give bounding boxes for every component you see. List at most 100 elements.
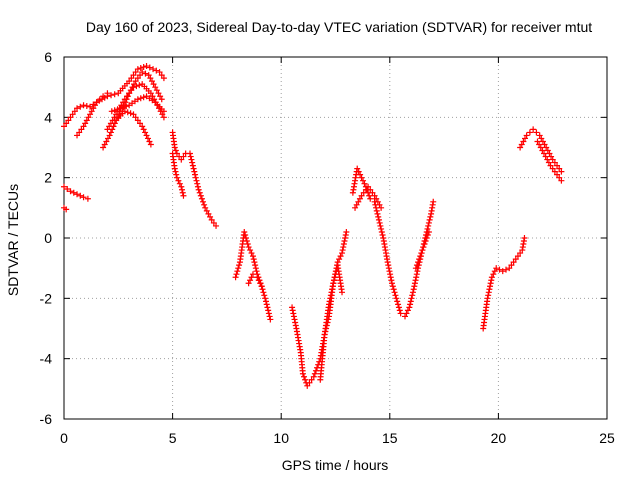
data-point: [247, 247, 254, 254]
data-point: [173, 174, 180, 181]
data-point: [392, 292, 399, 299]
data-point: [176, 180, 183, 187]
series-0: [61, 183, 91, 202]
data-point: [150, 66, 157, 73]
data-point: [63, 206, 70, 213]
data-point: [354, 165, 361, 172]
x-axis-label: GPS time / hours: [282, 457, 389, 473]
data-point: [132, 78, 139, 85]
data-point: [172, 168, 179, 175]
data-point: [143, 63, 150, 70]
data-point: [200, 198, 207, 205]
data-point: [365, 183, 372, 190]
data-point: [538, 135, 545, 142]
data-point: [556, 174, 563, 181]
data-point: [369, 189, 376, 196]
data-point: [424, 231, 431, 238]
data-point: [485, 292, 492, 299]
data-point: [234, 268, 241, 275]
data-point: [403, 310, 410, 317]
data-point: [487, 280, 494, 287]
data-point: [108, 108, 115, 115]
data-point: [255, 277, 262, 284]
y-tick-label: 6: [44, 49, 52, 65]
data-point: [412, 265, 419, 272]
data-point: [419, 247, 426, 254]
data-point: [551, 168, 558, 175]
data-point: [485, 289, 492, 296]
series-8: [169, 129, 220, 229]
data-point: [160, 108, 167, 115]
data-point: [190, 165, 197, 172]
data-point: [74, 191, 81, 198]
data-point: [139, 69, 146, 76]
data-point: [113, 111, 120, 118]
data-point: [412, 277, 419, 284]
data-point: [534, 138, 541, 145]
data-point: [430, 198, 437, 205]
data-point: [254, 274, 261, 281]
data-point: [259, 286, 266, 293]
data-point: [415, 259, 422, 266]
data-point: [235, 265, 242, 272]
data-point: [147, 75, 154, 82]
data-point: [243, 238, 250, 245]
data-point: [526, 129, 533, 136]
data-point: [554, 171, 561, 178]
series-11: [245, 271, 265, 290]
data-point: [549, 156, 556, 163]
data-point: [337, 253, 344, 260]
data-point: [265, 310, 272, 317]
data-point: [130, 84, 137, 91]
data-point: [374, 210, 381, 217]
data-point: [189, 159, 196, 166]
data-point: [407, 298, 414, 305]
data-point: [404, 307, 411, 314]
data-point: [245, 244, 252, 251]
data-point: [342, 235, 349, 241]
data-point: [197, 192, 204, 199]
data-point: [87, 111, 94, 118]
data-point: [178, 183, 185, 190]
data-point: [139, 123, 146, 130]
data-point: [257, 280, 264, 287]
data-point: [120, 99, 127, 106]
x-tick-label: 0: [60, 430, 68, 446]
data-point: [121, 96, 128, 103]
data-point: [301, 373, 308, 380]
data-point: [261, 292, 268, 299]
data-point: [539, 138, 546, 145]
series-3: [74, 63, 167, 139]
data-point: [258, 283, 265, 290]
series-13: [317, 262, 346, 383]
data-point: [175, 177, 182, 184]
data-point: [424, 225, 431, 232]
data-point: [547, 162, 554, 169]
data-point: [148, 78, 155, 85]
data-point: [140, 94, 147, 101]
data-point: [232, 274, 239, 281]
data-point: [503, 266, 510, 273]
data-point: [134, 117, 141, 124]
data-point: [80, 123, 87, 130]
data-point: [343, 228, 350, 235]
data-point: [402, 313, 409, 320]
data-point: [241, 228, 248, 235]
data-point: [90, 105, 97, 112]
data-point: [152, 84, 159, 91]
data-point: [127, 110, 134, 117]
data-point: [80, 102, 87, 109]
data-point: [409, 292, 416, 299]
data-point: [384, 259, 391, 266]
data-point: [103, 138, 110, 145]
data-point: [100, 144, 107, 151]
data-point: [267, 316, 274, 323]
data-point: [77, 103, 84, 110]
data-point: [361, 180, 368, 187]
data-point: [61, 183, 67, 190]
series-7: [113, 108, 154, 148]
data-point: [396, 307, 403, 314]
data-point: [140, 64, 147, 71]
data-point: [121, 108, 128, 115]
data-point: [128, 87, 135, 94]
